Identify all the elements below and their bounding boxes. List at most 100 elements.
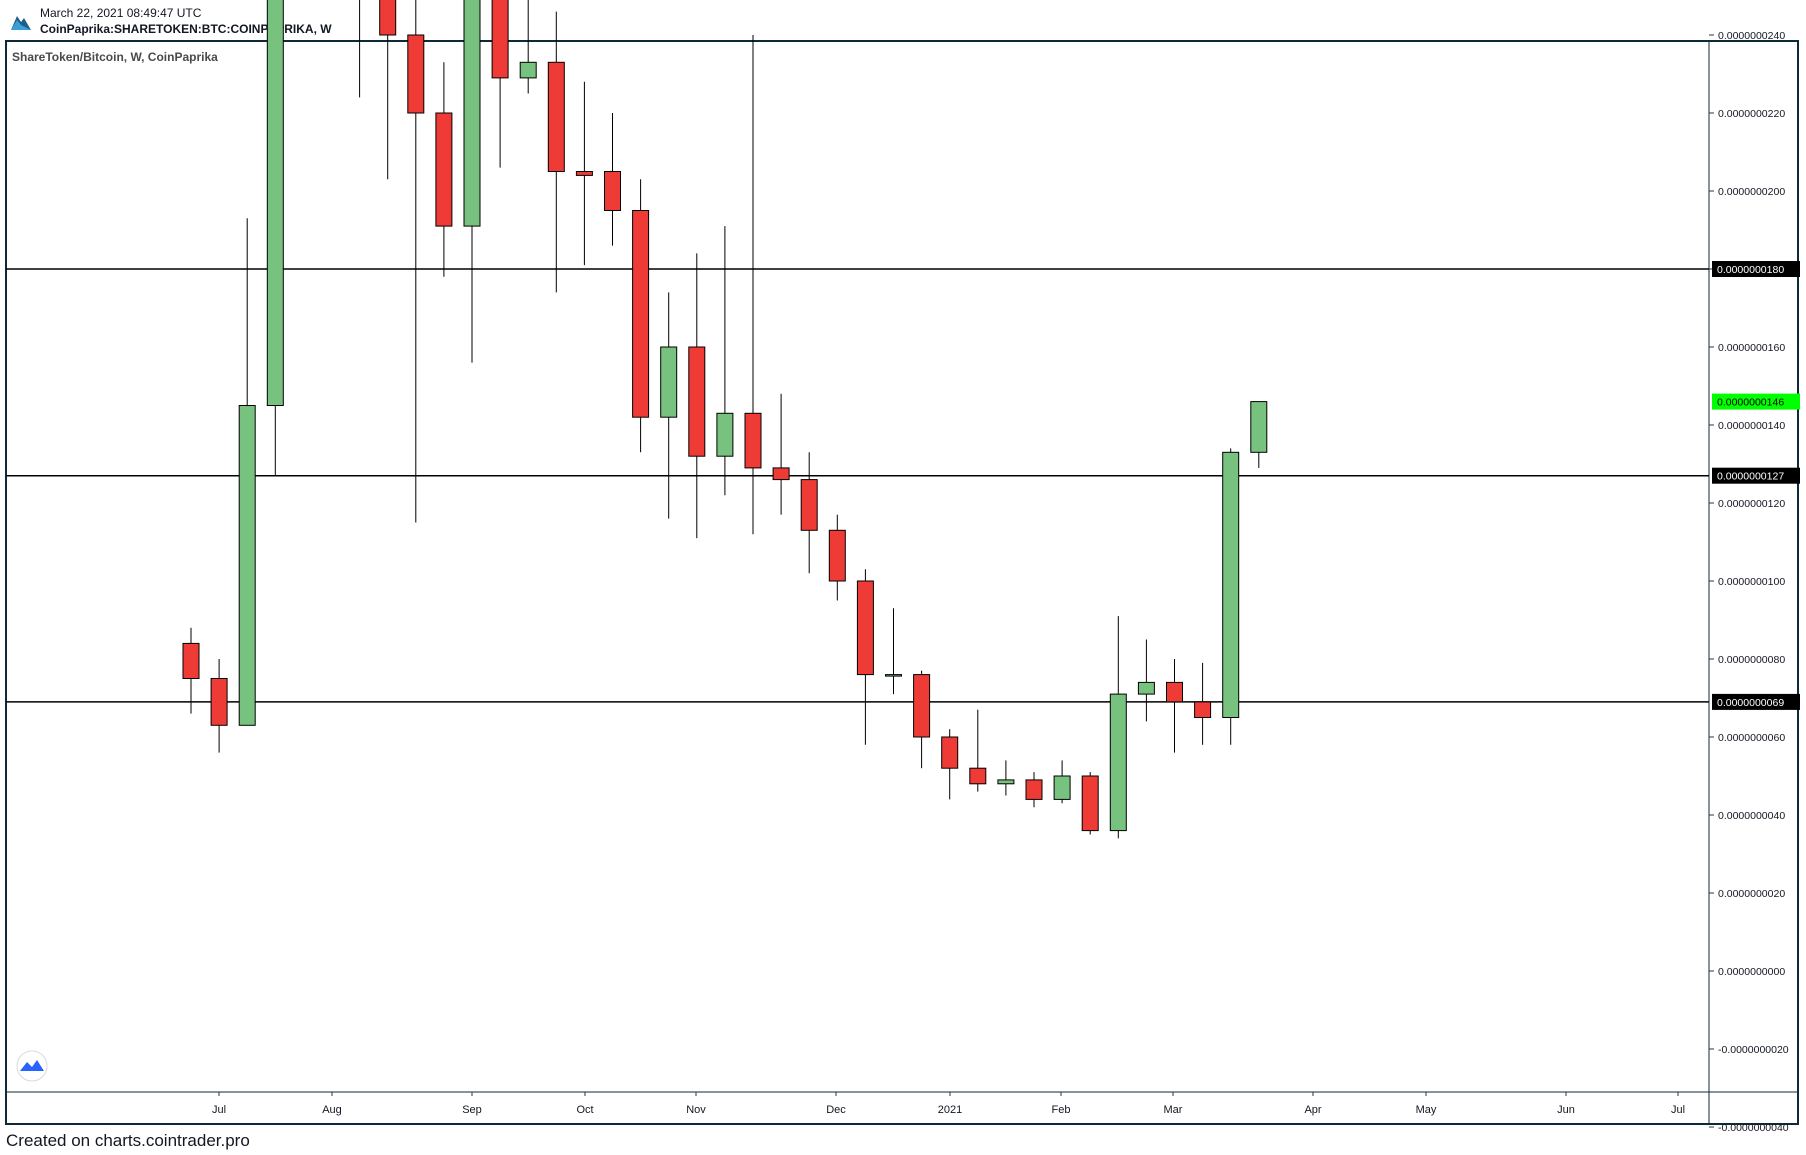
horizontal-line-price-tag [1712,467,1800,484]
candle[interactable] [1222,448,1240,745]
x-tick-label: Jul [1671,1104,1685,1116]
y-tick-label: 0.0000000040 [1718,810,1785,822]
y-tick-label: 0.0000000240 [1718,30,1785,42]
candle[interactable] [632,179,650,453]
candle-body-up [1250,401,1268,453]
candle[interactable] [1081,772,1099,835]
candle-body-down [379,0,397,36]
candle[interactable] [1194,662,1212,745]
candle[interactable] [885,608,902,695]
candle[interactable] [210,659,228,753]
x-tick-label: Mar [1164,1104,1183,1116]
candle-body-down [913,674,931,738]
last-price-tag [1712,393,1800,410]
candle[interactable] [1137,639,1155,722]
x-tick-label: Jul [212,1104,226,1116]
y-tick-label: 0.0000000060 [1718,732,1785,744]
candle-body-up [238,405,256,726]
candle[interactable] [435,62,453,277]
y-tick-label: 0.0000000020 [1718,888,1785,900]
cointrader-logo-icon [10,10,32,32]
candle-body-down [744,412,762,469]
candle-body-down [772,467,790,481]
candle[interactable] [716,226,734,496]
candle-body-down [407,34,425,114]
candle-body-down [1166,681,1183,703]
last-price-label: 0.0000000146 [1717,397,1784,409]
candle[interactable] [238,218,256,726]
candle[interactable] [688,253,706,539]
candle[interactable] [1053,760,1071,804]
candle-body-down [800,479,818,531]
candle[interactable] [913,670,931,769]
candle[interactable] [266,0,284,476]
candle[interactable] [407,0,425,523]
candle-body-down [491,0,509,79]
candle-body-down [210,678,228,726]
tradingview-logo-icon[interactable] [16,1050,48,1082]
x-tick-label: Nov [686,1104,706,1116]
candle[interactable] [575,81,593,266]
candle[interactable] [182,627,200,714]
y-tick-label: 0.0000000220 [1718,108,1785,120]
candle[interactable] [800,452,818,574]
chart-title: ShareToken/Bitcoin, W, CoinPaprika [12,50,218,64]
y-tick-label: 0.0000000080 [1718,654,1785,666]
candle[interactable] [379,0,397,180]
horizontal-line-price-tag [1712,261,1800,277]
candle[interactable] [856,569,874,745]
candle-body-up [1222,451,1240,718]
candle-body-up [1109,693,1127,832]
candle-body-down [688,346,706,457]
candle-body-up [463,0,481,227]
candle[interactable] [604,113,621,246]
candle[interactable] [828,514,846,601]
candle-body-down [575,171,593,176]
y-tick-label: 0.0000000000 [1718,966,1785,978]
candle-body-down [856,580,874,676]
horizontal-line-label: 0.0000000180 [1717,264,1784,276]
candle-body-down [941,736,959,769]
header-bar: March 22, 2021 08:49:47 UTC CoinPaprika:… [0,0,1806,40]
candle-body-down [435,112,453,227]
created-on-footer: Created on charts.cointrader.pro [6,1131,250,1150]
candle[interactable] [463,0,481,363]
candle[interactable] [519,0,537,94]
candle[interactable] [997,760,1015,796]
candle-body-down [969,767,987,785]
candle-body-up [660,346,678,418]
candle[interactable] [1109,616,1127,839]
candle[interactable] [352,0,368,98]
candle[interactable] [547,11,565,293]
candle[interactable] [660,292,678,519]
y-tick-label: 0.0000000160 [1718,342,1785,354]
candle-body-down [632,210,650,418]
candle[interactable] [744,35,762,535]
candle[interactable] [1166,659,1183,753]
y-tick-label: 0.0000000140 [1718,420,1785,432]
candle[interactable] [941,729,959,800]
candle-body-down [1081,775,1099,832]
x-tick-label: May [1416,1104,1437,1116]
candle-body-up [1053,775,1071,800]
candle-body-down [547,61,565,172]
y-tick-label: 0.0000000120 [1718,498,1785,510]
candle[interactable] [969,709,987,792]
x-tick-label: Sep [462,1104,482,1116]
candle[interactable] [772,393,790,515]
candle-body-down [828,529,846,582]
chart-frame [5,40,1799,1125]
candle[interactable] [1250,401,1268,468]
candle-body-up [885,674,902,677]
horizontal-line-price-tag [1712,693,1800,710]
horizontal-line-label: 0.0000000127 [1717,471,1784,483]
candle-body-up [1137,681,1155,695]
y-tick-label: 0.0000000100 [1718,576,1785,588]
x-tick-label: Aug [322,1104,342,1116]
y-tick-label: 0.0000000200 [1718,186,1785,198]
candle-body-down [604,171,621,211]
candle[interactable] [1025,772,1043,808]
y-tick-label: -0.0000000020 [1718,1044,1789,1056]
candle[interactable] [491,0,509,168]
